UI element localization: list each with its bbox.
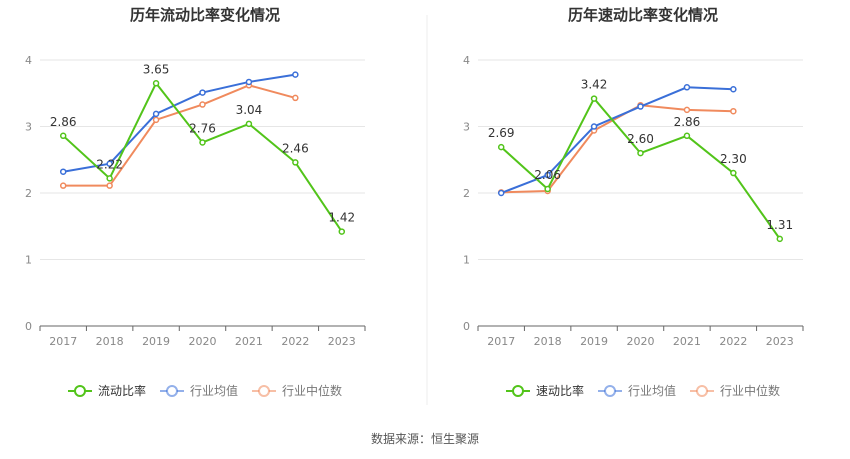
data-point [106,160,113,167]
y-tick-label: 0 [463,320,470,333]
y-tick-label: 3 [463,121,470,134]
data-point [497,189,505,197]
data-point [730,107,737,115]
legend-swatch-marker [512,385,524,397]
x-tick-label: 2020 [627,335,655,348]
data-point [59,182,67,189]
data-label: 3.04 [236,103,263,117]
data-point [497,143,505,151]
y-tick-label: 0 [25,320,32,333]
legend-swatch-marker [166,385,178,397]
data-point [683,106,691,114]
data-point [199,89,206,96]
data-point [776,235,784,243]
y-tick-label: 4 [463,54,470,67]
data-source-note: 数据来源：恒生聚源 [370,432,479,446]
data-point [338,228,346,235]
data-label: 2.30 [720,152,747,166]
x-tick-label: 2021 [235,335,263,348]
y-tick-label: 1 [463,254,470,267]
data-point [730,86,737,93]
y-tick-label: 4 [25,54,32,67]
legend-label: 流动比率 [98,383,146,398]
data-label: 2.60 [627,132,654,146]
data-point [637,149,644,157]
data-point [59,168,67,175]
legend-swatch-marker [258,385,270,397]
series-line-2 [500,86,734,194]
chart-panel-2: 历年速动比率变化情况 0 1 2 3 4 2017 2018 2019 2020 2021 2022 2… [463,6,804,398]
data-label: 3.42 [581,78,608,92]
data-point [683,84,691,91]
data-point [292,94,299,102]
data-label: 3.65 [143,62,170,76]
data-label: 2.86 [50,115,77,129]
x-tick-label: 2022 [281,335,309,348]
data-point [106,175,113,182]
data-point [730,169,737,177]
legend-label: 速动比率 [536,383,584,398]
data-point [590,95,598,102]
data-point [292,159,299,166]
x-tick-label: 2018 [534,335,562,348]
data-label: 1.42 [328,211,355,225]
data-label: 2.46 [282,141,309,155]
data-point [245,78,253,86]
chart-panel-1: 历年流动比率变化情况 0 1 2 3 4 2017 2018 2019 2020 2021 2022 2… [25,6,366,398]
x-tick-label: 2020 [189,335,217,348]
legend-label: 行业中位数 [282,383,342,398]
data-point [152,116,160,124]
legend-item-2: 行业均值 [598,383,676,398]
data-label: 2.22 [96,157,123,171]
data-point [590,123,598,130]
x-tick-label: 2023 [328,335,356,348]
data-point [59,132,67,140]
series-line-3 [501,104,734,194]
data-label: 1.31 [766,218,793,232]
data-point [292,71,299,78]
data-point [152,80,160,87]
legend-label: 行业中位数 [720,383,780,398]
data-point [544,171,551,179]
y-tick-label: 3 [25,121,32,134]
data-point [199,139,206,146]
data-label: 2.69 [488,126,515,140]
x-tick-label: 2022 [719,335,747,348]
data-point [199,101,206,108]
data-point [683,132,691,140]
y-tick-label: 2 [463,187,470,200]
chart-title: 历年流动比率变化情况 [130,6,280,24]
data-point [152,110,160,118]
legend-item-1: 流动比率 [68,383,146,398]
y-tick-label: 2 [25,187,32,200]
legend-label: 行业均值 [190,383,238,398]
x-tick-label: 2019 [580,335,608,348]
data-label: 2.06 [534,168,561,182]
legend-swatch-marker [604,385,616,397]
data-label: 2.86 [674,115,701,129]
chart-title: 历年速动比率变化情况 [568,6,718,24]
legend-swatch-marker [74,385,86,397]
x-tick-label: 2017 [49,335,77,348]
legend-label: 行业均值 [628,383,676,398]
legend-item-3: 行业中位数 [690,383,780,398]
legend-item-3: 行业中位数 [252,383,342,398]
x-tick-label: 2023 [766,335,794,348]
data-label: 2.76 [189,121,216,135]
x-tick-label: 2021 [673,335,701,348]
y-tick-label: 1 [25,254,32,267]
legend-item-1: 速动比率 [506,383,584,398]
data-point [106,182,113,189]
data-point [245,120,253,128]
legend-swatch-marker [696,385,708,397]
x-tick-label: 2018 [96,335,124,348]
series-line-2 [63,73,296,173]
data-point [544,185,551,193]
data-point [637,103,644,110]
x-tick-label: 2019 [142,335,170,348]
legend-item-2: 行业均值 [160,383,238,398]
x-tick-label: 2017 [487,335,515,348]
